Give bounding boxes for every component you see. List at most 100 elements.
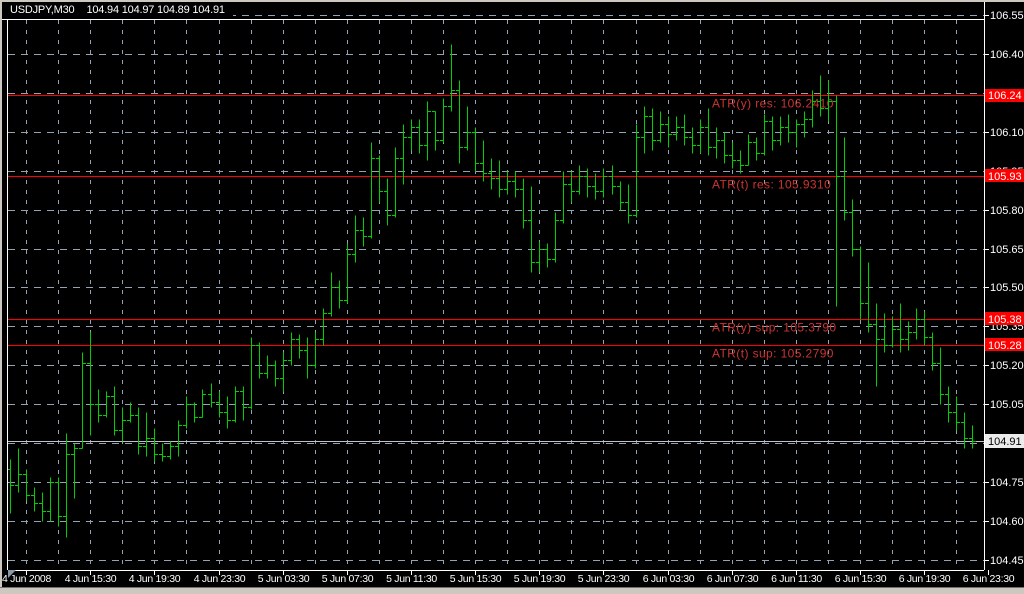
atr-yesterday-support-badge: 105.38 <box>985 312 1024 326</box>
window-frame-top <box>0 0 1024 2</box>
ohlc-bar <box>689 127 696 154</box>
ohlc-bar <box>87 332 94 436</box>
ohlc-bar <box>143 412 150 457</box>
ohlc-bar <box>119 407 126 442</box>
ohlc-bar <box>111 386 118 436</box>
ohlc-bar <box>216 391 223 418</box>
atr-today-resistance-badge: 105.93 <box>985 169 1024 183</box>
ohlc-bar <box>873 303 880 387</box>
ohlc-bar <box>592 173 599 200</box>
price-axis-label: 105.80 <box>990 205 1024 217</box>
time-axis-label: 4 Jun 19:30 <box>129 573 181 585</box>
atr-today-support-badge: 105.28 <box>985 338 1024 352</box>
ohlc-bar <box>729 142 736 169</box>
time-axis-label: 5 Jun 19:30 <box>514 573 566 585</box>
ohlc-bar <box>913 308 920 340</box>
ohlc-bar <box>384 178 391 226</box>
price-axis-label: 105.50 <box>990 282 1024 294</box>
price-axis-label: 105.65 <box>990 244 1024 256</box>
atr-level-label: ATR(t) res: 105.9310 <box>712 178 831 192</box>
ohlc-bar <box>167 441 174 460</box>
ohlc-bar <box>208 383 215 408</box>
price-badge-label: 105.38 <box>988 314 1022 326</box>
ohlc-bar <box>673 116 680 141</box>
time-axis-label: 6 Jun 03:30 <box>643 573 695 585</box>
ohlc-bar <box>649 108 656 151</box>
ohlc-bar <box>424 101 431 161</box>
atr-level-label: ATR(y) sup: 105.3790 <box>712 321 837 335</box>
ohlc-bar <box>336 280 343 309</box>
ohlc-bar <box>536 241 543 273</box>
ohlc-bar <box>288 332 295 366</box>
ohlc-bar <box>713 127 720 159</box>
ohlc-bar <box>440 98 447 143</box>
ohlc-bar <box>456 80 463 164</box>
price-axis-label: 105.20 <box>990 360 1024 372</box>
atr-yesterday-resistance-badge: 106.24 <box>985 89 1024 102</box>
ohlc-bar <box>47 477 54 522</box>
ohlc-bar <box>745 134 752 166</box>
time-axis-label: 6 Jun 19:30 <box>899 573 951 585</box>
time-axis[interactable]: 4 Jun 2008 4 Jun 15:30 4 Jun 19:30 4 Jun 23… <box>2 570 1015 585</box>
current-price-badge: 104.91 <box>985 434 1024 448</box>
ohlc-bar <box>568 171 575 203</box>
ohlc-bar <box>55 477 62 527</box>
ohlc-bar <box>617 181 624 211</box>
time-axis-label: 5 Jun 07:30 <box>322 573 374 585</box>
grid-lines <box>8 15 984 570</box>
ohlc-bar <box>889 316 896 348</box>
ohlc-bar <box>280 352 287 392</box>
ohlc-bar <box>641 106 648 154</box>
ohlc-bar <box>127 402 134 423</box>
ohlc-bar <box>71 443 78 499</box>
ohlc-bar <box>825 80 832 122</box>
ohlc-bar <box>857 246 864 320</box>
ohlc-bar <box>721 132 728 164</box>
ohlc-bar <box>432 111 439 151</box>
price-badge-label: 106.24 <box>988 90 1022 102</box>
time-axis-label: 6 Jun 07:30 <box>707 573 759 585</box>
ohlc-bar <box>528 186 535 273</box>
ohlc-bar <box>240 386 247 421</box>
ohlc-bar <box>961 412 968 449</box>
price-badge-bg <box>985 89 1024 102</box>
ohlc-bar <box>400 124 407 185</box>
ohlc-bar <box>969 425 976 449</box>
ohlc-bar <box>849 199 856 257</box>
ohlc-bar <box>151 428 158 462</box>
ohlc-bar <box>633 124 640 218</box>
ohlc-bar <box>344 243 351 304</box>
ohlc-bar <box>472 127 479 172</box>
ohlc-bar <box>31 487 38 512</box>
ohlc-bar <box>737 150 744 174</box>
ohlc-bar <box>865 262 872 333</box>
ohlc-bar <box>576 165 583 195</box>
ohlc-bar <box>905 321 912 351</box>
ohlc-bar <box>769 116 776 151</box>
ohlc-bar <box>320 308 327 346</box>
ohlc-bar <box>15 448 22 493</box>
time-axis-label: 5 Jun 11:30 <box>386 573 437 585</box>
time-axis-label: 6 Jun 23:30 <box>963 573 1015 585</box>
ohlc-bar <box>809 90 816 128</box>
ohlc-bar <box>761 114 768 156</box>
ohlc-bar <box>841 137 848 221</box>
ohlc-bar <box>464 106 471 151</box>
ohlc-readout: 104.94 104.97 104.89 104.91 <box>86 4 225 16</box>
time-axis-label: 4 Jun 2008 <box>2 573 51 585</box>
price-badge-bg <box>985 338 1024 351</box>
ohlc-bar <box>512 171 519 198</box>
ohlc-bar <box>175 420 182 457</box>
ohlc-bar <box>897 303 904 353</box>
ohlc-bar <box>817 75 824 117</box>
ohlc-bar <box>304 337 311 379</box>
ohlc-bar <box>23 469 30 501</box>
symbol-period-label: USDJPY,M30 <box>10 4 75 16</box>
chart-title-bar: USDJPY,M30 104.94 104.97 104.89 104.91 <box>8 2 233 18</box>
ohlc-bar <box>793 119 800 148</box>
price-axis-label: 104.60 <box>990 516 1024 528</box>
ohlc-bar <box>480 140 487 182</box>
price-badge-bg <box>985 169 1024 182</box>
ohlc-bar <box>392 147 399 218</box>
